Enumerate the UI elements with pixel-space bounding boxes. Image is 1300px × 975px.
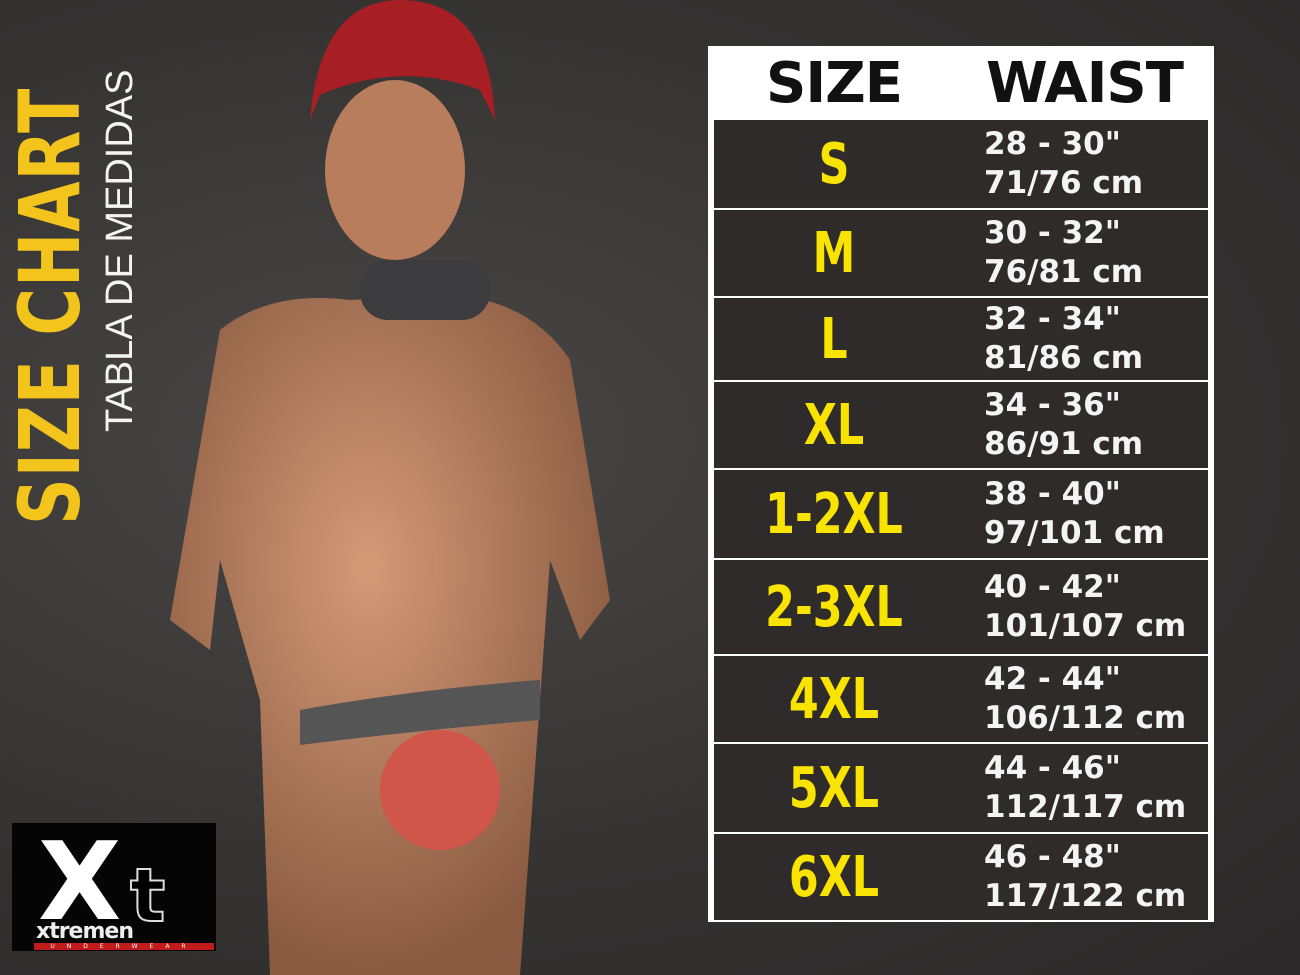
waist-inches: 34 - 36" [984,387,1121,423]
logo-mark-t: t [129,853,166,939]
waist-measure: 38 - 40" 97/101 cm [954,475,1165,553]
waist-measure: 42 - 44" 106/112 cm [954,660,1186,738]
model-photo [170,0,610,975]
table-row: 2-3XL 40 - 42" 101/107 cm [714,560,1208,654]
logo-brand: xtremen [36,919,134,944]
waist-cm: 117/122 cm [984,878,1187,914]
waist-cm: 101/107 cm [984,608,1187,644]
size-label: M [812,220,856,286]
size-label: 4XL [788,666,880,732]
size-label: 6XL [788,844,880,910]
waist-inches: 42 - 44" [984,661,1121,697]
waist-inches: 44 - 46" [984,750,1121,786]
table-row: 4XL 42 - 44" 106/112 cm [714,656,1208,742]
logo-tagline: UNDERWEAR [34,943,214,950]
waist-measure: 44 - 46" 112/117 cm [954,749,1186,827]
size-label: 1-2XL [765,481,903,547]
header-size: SIZE [765,50,903,116]
waist-cm: 71/76 cm [984,165,1144,201]
size-table: SIZE WAIST S 28 - 30" 71/76 cm M 30 - 32" 7… [708,46,1214,922]
waist-measure: 28 - 30" 71/76 cm [954,125,1143,203]
header-waist: WAIST [986,50,1184,116]
waist-inches: 28 - 30" [984,126,1121,162]
waist-measure: 32 - 34" 81/86 cm [954,300,1143,378]
waist-inches: 40 - 42" [984,569,1121,605]
size-chart-title: SIZE CHART [1,87,99,526]
size-label: L [820,306,848,372]
table-row: XL 34 - 36" 86/91 cm [714,382,1208,468]
waist-measure: 46 - 48" 117/122 cm [954,838,1186,916]
table-row: L 32 - 34" 81/86 cm [714,298,1208,380]
size-label: XL [803,392,865,458]
size-label: S [818,131,850,197]
waist-inches: 32 - 34" [984,301,1121,337]
waist-cm: 76/81 cm [984,254,1144,290]
xtremen-logo: X t xtremen UNDERWEAR [12,823,216,951]
waist-inches: 38 - 40" [984,476,1121,512]
table-header: SIZE WAIST [714,48,1208,118]
size-label: 5XL [788,755,880,821]
waist-cm: 81/86 cm [984,340,1144,376]
waist-inches: 46 - 48" [984,839,1121,875]
waist-cm: 86/91 cm [984,426,1144,462]
waist-measure: 34 - 36" 86/91 cm [954,386,1143,464]
table-row: 1-2XL 38 - 40" 97/101 cm [714,470,1208,558]
table-row: M 30 - 32" 76/81 cm [714,210,1208,296]
table-row: S 28 - 30" 71/76 cm [714,120,1208,208]
waist-cm: 112/117 cm [984,789,1187,825]
waist-inches: 30 - 32" [984,215,1121,251]
waist-measure: 30 - 32" 76/81 cm [954,214,1143,292]
waist-cm: 97/101 cm [984,515,1165,551]
table-row: 5XL 44 - 46" 112/117 cm [714,744,1208,832]
size-label: 2-3XL [765,574,903,640]
logo-mark: X [38,820,122,945]
waist-cm: 106/112 cm [984,700,1187,736]
table-row: 6XL 46 - 48" 117/122 cm [714,834,1208,920]
waist-measure: 40 - 42" 101/107 cm [954,568,1186,646]
size-chart-subtitle: TABLA DE MEDIDAS [99,69,141,432]
